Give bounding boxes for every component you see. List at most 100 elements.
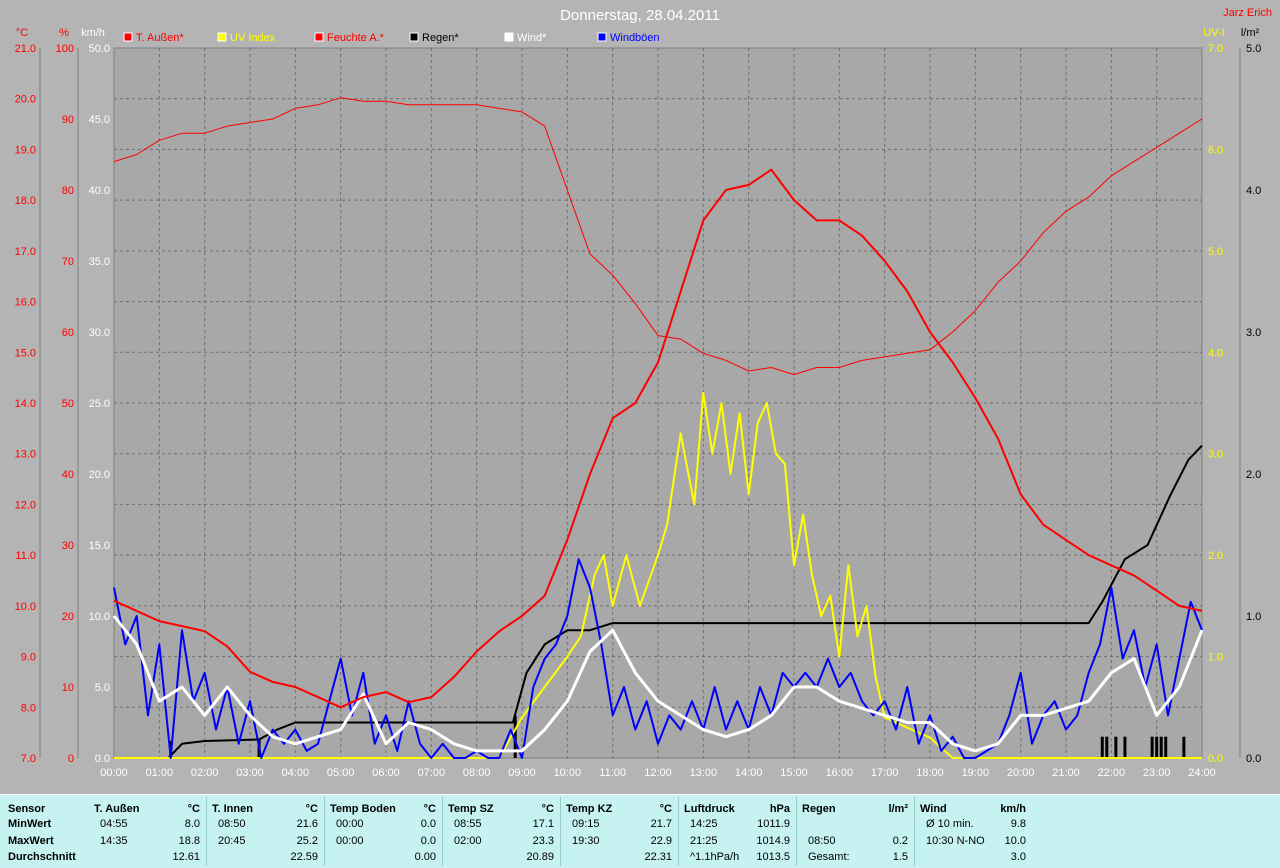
temp-tick-label: 19.0: [15, 144, 36, 156]
humidity-tick-label: 100: [56, 43, 74, 55]
temp-tick-label: 7.0: [21, 753, 36, 765]
rain-tick-label: 3.0: [1246, 327, 1261, 339]
rain-tick-label: 5.0: [1246, 43, 1261, 55]
temp-tick-label: 11.0: [15, 550, 36, 562]
x-tick-label: 10:00: [554, 767, 582, 779]
stats-time: 10:30 N-NO: [926, 835, 985, 847]
rain-tick-label: 0.0: [1246, 753, 1261, 765]
x-tick-label: 16:00: [826, 767, 854, 779]
wind-tick-label: 30.0: [89, 327, 110, 339]
temp-tick-label: 15.0: [15, 347, 36, 359]
stats-value: 12.61: [172, 851, 200, 863]
legend-item: Regen*: [409, 32, 459, 44]
series-line-feuchte-a: [113, 97, 1203, 376]
stats-time: 08:55: [454, 818, 482, 830]
temp-tick-label: 8.0: [21, 702, 36, 714]
humidity-axis-unit: %: [59, 27, 69, 39]
humidity-tick-label: 50: [62, 398, 74, 410]
chart-title: Donnerstag, 28.04.2011: [560, 7, 720, 24]
temp-tick-label: 9.0: [21, 652, 36, 664]
stats-value: 3.0: [1010, 851, 1026, 863]
x-tick-label: 15:00: [780, 767, 808, 779]
humidity-tick-label: 90: [62, 114, 74, 126]
stats-time: 08:50: [808, 835, 836, 847]
stats-time: Ø 10 min.: [926, 818, 974, 830]
uv-tick-label: 5.0: [1208, 246, 1223, 258]
stats-value: 8.0: [184, 818, 200, 830]
wind-tick-label: 10.0: [89, 611, 110, 623]
legend-swatch: [123, 32, 133, 42]
humidity-tick-label: 0: [68, 753, 74, 765]
series-line-uv-index: [114, 391, 1202, 759]
stats-column-separator: [324, 797, 325, 866]
temp-tick-label: 12.0: [15, 499, 36, 511]
stats-column-separator: [560, 797, 561, 866]
x-tick-label: 03:00: [236, 767, 264, 779]
stats-time: 00:00: [336, 835, 364, 847]
stats-time: 14:35: [100, 835, 128, 847]
wind-tick-label: 15.0: [89, 540, 110, 552]
temp-tick-label: 10.0: [15, 601, 36, 613]
stats-value: 22.9: [650, 835, 672, 847]
wind-tick-label: 35.0: [89, 256, 110, 268]
axis-units: °C% km/h UV-I l/m²: [16, 27, 1260, 39]
x-tick-label: 07:00: [418, 767, 446, 779]
stats-row-label: Durchschnitt: [8, 851, 76, 863]
x-tick-label: 22:00: [1098, 767, 1126, 779]
series-layer: [112, 97, 1204, 759]
stats-time: 08:50: [218, 818, 246, 830]
stats-value: 18.8: [178, 835, 200, 847]
uv-axis-unit: UV-I: [1203, 27, 1224, 39]
x-tick-label: 14:00: [735, 767, 763, 779]
humidity-tick-label: 20: [62, 611, 74, 623]
stats-value: 23.3: [532, 835, 554, 847]
uv-tick-label: 4.0: [1208, 347, 1223, 359]
stats-time: 19:30: [572, 835, 600, 847]
wind-tick-label: 25.0: [89, 398, 110, 410]
stats-value: 0.00: [414, 851, 436, 863]
stats-column-unit: °C: [541, 803, 554, 815]
uv-tick-label: 1.0: [1208, 652, 1223, 664]
weather-chart: Donnerstag, 28.04.2011 Jarz Erich °C% km/…: [14, 7, 1272, 779]
x-tick-label: 19:00: [962, 767, 990, 779]
x-tick-label: 01:00: [146, 767, 174, 779]
stats-time: ^1.1hPa/h: [690, 851, 740, 863]
stats-value: 17.1: [532, 818, 554, 830]
stats-time: 02:00: [454, 835, 482, 847]
temp-tick-label: 21.0: [15, 43, 36, 55]
x-tick-label: 20:00: [1007, 767, 1035, 779]
stats-value: 21.6: [296, 818, 318, 830]
humidity-tick-label: 70: [62, 256, 74, 268]
stats-column-separator: [796, 797, 797, 866]
humidity-tick-label: 40: [62, 469, 74, 481]
legend-item: T. Außen*: [123, 32, 184, 44]
legend-label: UV Index: [230, 32, 276, 44]
x-tick-label: 18:00: [916, 767, 944, 779]
stats-value: 1013.5: [756, 851, 790, 863]
x-tick-label: 23:00: [1143, 767, 1171, 779]
legend-swatch: [314, 32, 324, 42]
humidity-tick-label: 60: [62, 327, 74, 339]
stats-value: 22.59: [290, 851, 318, 863]
stats-column-header: Luftdruck: [684, 803, 735, 815]
uv-tick-label: 2.0: [1208, 550, 1223, 562]
stats-time: 21:25: [690, 835, 718, 847]
stats-column-header: Temp KZ: [566, 803, 613, 815]
author-label: Jarz Erich: [1223, 7, 1272, 19]
stats-column-unit: °C: [305, 803, 318, 815]
legend-label: Wind*: [517, 32, 547, 44]
wind-tick-label: 20.0: [89, 469, 110, 481]
grid: [39, 48, 1241, 758]
legend-swatch: [409, 32, 419, 42]
stats-value: 20.89: [526, 851, 554, 863]
stats-column-unit: l/m²: [888, 803, 908, 815]
stats-value: 1.5: [892, 851, 908, 863]
rain-tick-label: 4.0: [1246, 185, 1261, 197]
temp-tick-label: 18.0: [15, 195, 36, 207]
stats-column-separator: [206, 797, 207, 866]
legend-swatch: [217, 32, 227, 42]
x-tick-label: 12:00: [644, 767, 672, 779]
temp-tick-label: 16.0: [15, 297, 36, 309]
uv-tick-label: 3.0: [1208, 449, 1223, 461]
stats-time: 04:55: [100, 818, 128, 830]
